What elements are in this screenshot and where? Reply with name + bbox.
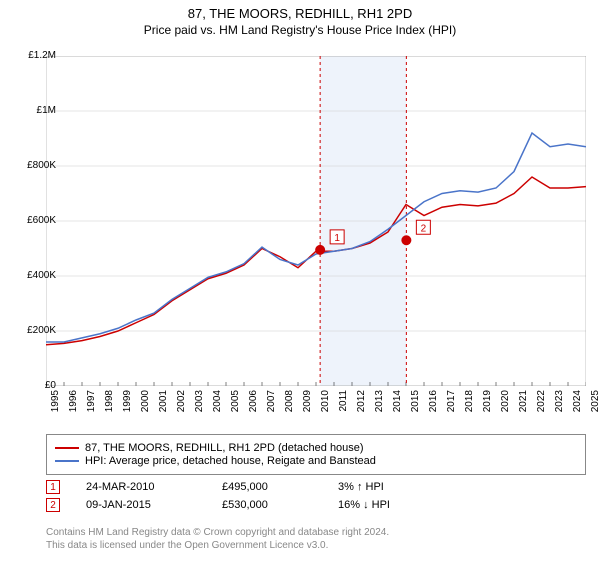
x-tick-label: 2008 (284, 390, 295, 420)
sale-price: £495,000 (222, 481, 312, 493)
x-tick-label: 2023 (554, 390, 565, 420)
sale-date: 09-JAN-2015 (86, 499, 196, 511)
y-tick-label: £600K (14, 215, 56, 226)
sale-marker-icon: 1 (46, 480, 60, 494)
chart-svg: 12 (46, 56, 586, 386)
x-tick-label: 2004 (212, 390, 223, 420)
x-tick-label: 2018 (464, 390, 475, 420)
x-tick-label: 1996 (68, 390, 79, 420)
x-tick-label: 1998 (104, 390, 115, 420)
footnote-line: This data is licensed under the Open Gov… (46, 539, 389, 552)
x-tick-label: 2001 (158, 390, 169, 420)
table-row: 1 24-MAR-2010 £495,000 3% ↑ HPI (46, 480, 448, 494)
chart-title: 87, THE MOORS, REDHILL, RH1 2PD (0, 6, 600, 21)
y-tick-label: £800K (14, 160, 56, 171)
sale-vs-hpi: 3% ↑ HPI (338, 481, 448, 493)
x-tick-label: 2009 (302, 390, 313, 420)
y-tick-label: £1.2M (14, 50, 56, 61)
x-tick-label: 2006 (248, 390, 259, 420)
svg-text:1: 1 (334, 233, 340, 244)
x-tick-label: 1995 (50, 390, 61, 420)
legend-item: HPI: Average price, detached house, Reig… (55, 455, 577, 467)
x-tick-label: 2022 (536, 390, 547, 420)
sale-marker-icon: 2 (46, 498, 60, 512)
table-row: 2 09-JAN-2015 £530,000 16% ↓ HPI (46, 498, 448, 512)
x-tick-label: 2003 (194, 390, 205, 420)
x-tick-label: 2010 (320, 390, 331, 420)
sale-vs-hpi: 16% ↓ HPI (338, 499, 448, 511)
x-tick-label: 2011 (338, 390, 349, 420)
x-tick-label: 2020 (500, 390, 511, 420)
legend-label: 87, THE MOORS, REDHILL, RH1 2PD (detache… (85, 442, 364, 454)
svg-text:2: 2 (421, 223, 427, 234)
x-tick-label: 2012 (356, 390, 367, 420)
x-tick-label: 2025 (590, 390, 600, 420)
chart-subtitle: Price paid vs. HM Land Registry's House … (0, 23, 600, 37)
x-tick-label: 1997 (86, 390, 97, 420)
y-tick-label: £200K (14, 325, 56, 336)
x-tick-label: 2000 (140, 390, 151, 420)
x-tick-label: 2017 (446, 390, 457, 420)
chart-area: 12 (46, 56, 586, 386)
y-tick-label: £400K (14, 270, 56, 281)
legend: 87, THE MOORS, REDHILL, RH1 2PD (detache… (46, 434, 586, 475)
x-tick-label: 2016 (428, 390, 439, 420)
legend-item: 87, THE MOORS, REDHILL, RH1 2PD (detache… (55, 442, 577, 454)
x-tick-label: 1999 (122, 390, 133, 420)
sale-date: 24-MAR-2010 (86, 481, 196, 493)
sale-price: £530,000 (222, 499, 312, 511)
x-tick-label: 2013 (374, 390, 385, 420)
y-tick-label: £1M (14, 105, 56, 116)
sales-table: 1 24-MAR-2010 £495,000 3% ↑ HPI 2 09-JAN… (46, 476, 448, 516)
x-tick-label: 2021 (518, 390, 529, 420)
x-tick-label: 2024 (572, 390, 583, 420)
legend-swatch (55, 460, 79, 462)
footnote: Contains HM Land Registry data © Crown c… (46, 526, 389, 552)
x-tick-label: 2014 (392, 390, 403, 420)
x-tick-label: 2007 (266, 390, 277, 420)
legend-swatch (55, 447, 79, 449)
legend-label: HPI: Average price, detached house, Reig… (85, 455, 376, 467)
x-tick-label: 2005 (230, 390, 241, 420)
x-tick-label: 2019 (482, 390, 493, 420)
x-tick-label: 2002 (176, 390, 187, 420)
x-tick-label: 2015 (410, 390, 421, 420)
footnote-line: Contains HM Land Registry data © Crown c… (46, 526, 389, 539)
